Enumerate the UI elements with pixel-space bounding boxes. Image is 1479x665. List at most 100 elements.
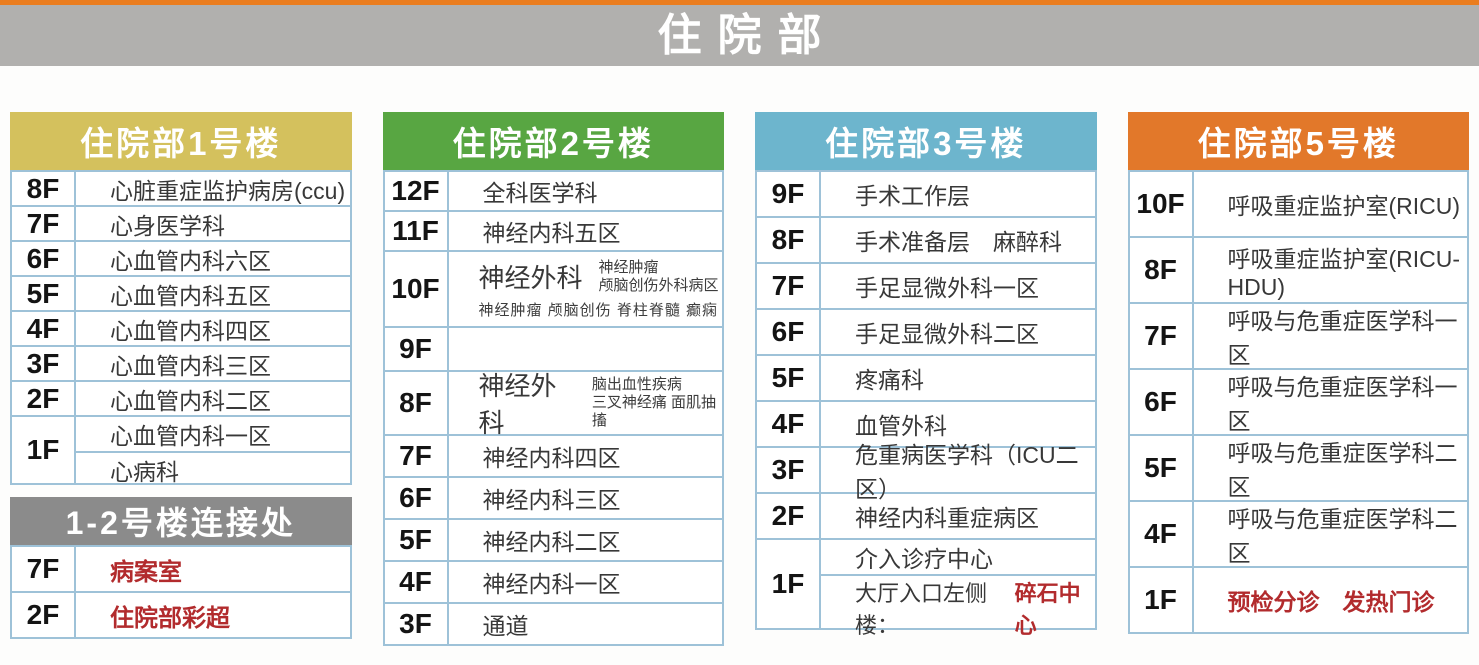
department-annotated: 神经外科 脑出血性疾病 三叉神经痛 面肌抽搐 [449,371,723,438]
floor-row: 5F 呼吸与危重症医学科二区 [1129,434,1467,500]
floor-row: 6F 神经内科三区 [384,476,722,518]
department-label: 大厅入口左侧楼： 碎石中心 [821,574,1095,640]
department-label: 神经内科四区 [482,445,621,471]
floor-label: 3F [757,448,821,492]
note-line: 三叉神经痛 面肌抽搐 [591,394,716,429]
department-label: 神经外科 [478,263,583,293]
floor-row: 4F 血管外科 [757,400,1095,446]
building-3-title: 住院部3号楼 [825,125,1027,162]
department-label: 手足显微外科一区 [855,275,1039,301]
connection-title: 1-2号楼连接处 [65,505,296,541]
building-5-column: 住院部5号楼 10F 呼吸重症监护室(RICU) 8F 呼吸重症监护室(RICU… [1127,112,1469,634]
floor-row: 4F 心血管内科四区 [12,310,350,345]
department-stack: 介入诊疗中心 大厅入口左侧楼： 碎石中心 [821,540,1095,638]
floor-label: 4F [12,312,76,345]
floor-row: 11F 神经内科五区 [384,210,722,250]
building-1-column: 住院部1号楼 8F 心脏重症监护病房(ccu) 7F 心身医学科 6F 心血管内… [10,112,352,639]
floor-label: 8F [12,172,76,205]
department-label: 心血管内科五区 [110,282,271,309]
floor-row: 2F 神经内科重症病区 [757,492,1095,538]
floor-row: 4F 呼吸与危重症医学科二区 [1129,500,1467,566]
building-1-board: 住院部1号楼 8F 心脏重症监护病房(ccu) 7F 心身医学科 6F 心血管内… [10,112,352,485]
floor-row: 9F 手术工作层 [757,172,1095,216]
floor-row: 8F 手术准备层 麻醉科 [757,216,1095,262]
department-highlight: 碎石中心 [1014,581,1081,638]
floor-label: 12F [385,172,449,210]
department-label: 血管外科 [855,413,947,439]
department-label: 心血管内科二区 [110,387,271,414]
department-label: 预检分诊 发热门诊 [1227,589,1435,615]
floor-label: 6F [1130,370,1194,434]
floor-row: 5F 疼痛科 [757,354,1095,400]
floor-label: 4F [385,562,449,602]
department-label: 神经内科二区 [482,529,621,555]
building-3-table: 9F 手术工作层 8F 手术准备层 麻醉科 7F 手足显微外科一区 6F 手足显… [755,170,1097,638]
floor-row: 1F 预检分诊 发热门诊 [1129,566,1467,632]
connection-table: 7F 病案室 2F 住院部彩超 [10,545,352,639]
department-label: 危重病医学科（ICU二区） [855,442,1079,502]
department-label: 全科医学科 [482,180,598,206]
building-1-header: 住院部1号楼 [10,112,352,170]
department-label: 神经内科三区 [482,487,621,513]
building-3-board: 住院部3号楼 9F 手术工作层 8F 手术准备层 麻醉科 7F 手足显微外科一区… [755,112,1097,638]
floor-label: 7F [12,207,76,240]
floor-label: 6F [757,310,821,354]
floor-row: 7F 心身医学科 [12,205,350,240]
floor-row: 9F [384,326,723,370]
department-label: 心血管内科六区 [110,247,271,274]
floor-label: 10F [1130,172,1194,236]
department-label: 神经外科 [478,371,557,438]
department-subnote: 神经肿瘤 颅脑创伤 脊柱脊髓 癫痫 [478,302,719,319]
floor-label: 2F [12,382,76,415]
connection-header: 1-2号楼连接处 [10,497,352,545]
department-label: 住院部彩超 [110,604,230,632]
page-title: 住院部 [657,10,838,60]
department-label: 介入诊疗中心 [855,546,993,572]
building-2-header: 住院部2号楼 [382,112,724,170]
department-label: 心血管内科一区 [110,423,271,449]
department-label: 手足显微外科二区 [855,321,1039,347]
floor-label: 5F [757,356,821,400]
floor-label: 1F [12,417,76,483]
floor-row-annotated: 8F 神经外科 脑出血性疾病 三叉神经痛 面肌抽搐 [384,370,723,438]
department-label: 心病科 [76,451,350,487]
department-annotated: 神经外科 神经肿瘤 颅脑创伤外科病区 神经肿瘤 颅脑创伤 脊柱脊髓 癫痫 [449,252,723,326]
floor-row: 3F 心血管内科三区 [12,345,350,380]
building-1-title: 住院部1号楼 [80,125,282,162]
floor-row: 6F 呼吸与危重症医学科一区 [1129,368,1467,434]
floor-label: 6F [12,242,76,275]
department-label: 通道 [482,613,529,639]
floor-row-double: 1F 介入诊疗中心 大厅入口左侧楼： 碎石中心 [757,538,1095,638]
building-5-table: 10F 呼吸重症监护室(RICU) 8F 呼吸重症监护室(RICU-HDU) 7… [1127,170,1469,634]
floor-label: 8F [385,372,449,434]
floor-label: 4F [757,402,821,446]
department-label: 心血管内科三区 [110,352,271,379]
department-note: 神经肿瘤 颅脑创伤外科病区 [599,259,719,295]
floor-label: 10F [385,252,449,326]
department-label [449,328,723,370]
floor-row: 7F 神经内科四区 [384,434,722,476]
department-note: 脑出血性疾病 三叉神经痛 面肌抽搐 [592,376,722,430]
floor-row: 10F 呼吸重症监护室(RICU) [1130,172,1468,236]
department-label: 呼吸与危重症医学科二区 [1227,506,1458,566]
floor-label: 3F [12,347,76,380]
floor-label: 5F [385,520,449,560]
connection-board: 1-2号楼连接处 7F 病案室 2F 住院部彩超 [10,497,352,639]
department-stack: 心血管内科一区 心病科 [76,417,350,485]
directory-boards: 住院部1号楼 8F 心脏重症监护病房(ccu) 7F 心身医学科 6F 心血管内… [0,112,1479,646]
floor-row: 6F 手足显微外科二区 [757,308,1095,354]
floor-row: 7F 呼吸与危重症医学科一区 [1129,302,1467,368]
floor-row: 12F 全科医学科 [385,172,723,210]
department-label: 心血管内科四区 [110,317,271,344]
department-label: 呼吸重症监护室(RICU-HDU) [1227,245,1461,300]
department-label: 呼吸与危重症医学科一区 [1227,374,1458,434]
building-2-column: 住院部2号楼 12F 全科医学科 11F 神经内科五区 10F 神经外科 [382,112,724,646]
building-1-table: 8F 心脏重症监护病房(ccu) 7F 心身医学科 6F 心血管内科六区 5F … [10,170,352,485]
building-3-header: 住院部3号楼 [755,112,1097,170]
floor-label: 9F [385,328,449,370]
department-label: 呼吸与危重症医学科一区 [1227,308,1458,368]
department-label: 神经内科重症病区 [855,505,1039,531]
floor-row: 3F 危重病医学科（ICU二区） [757,442,1095,502]
floor-label: 7F [12,547,76,591]
floor-label: 3F [385,604,449,644]
